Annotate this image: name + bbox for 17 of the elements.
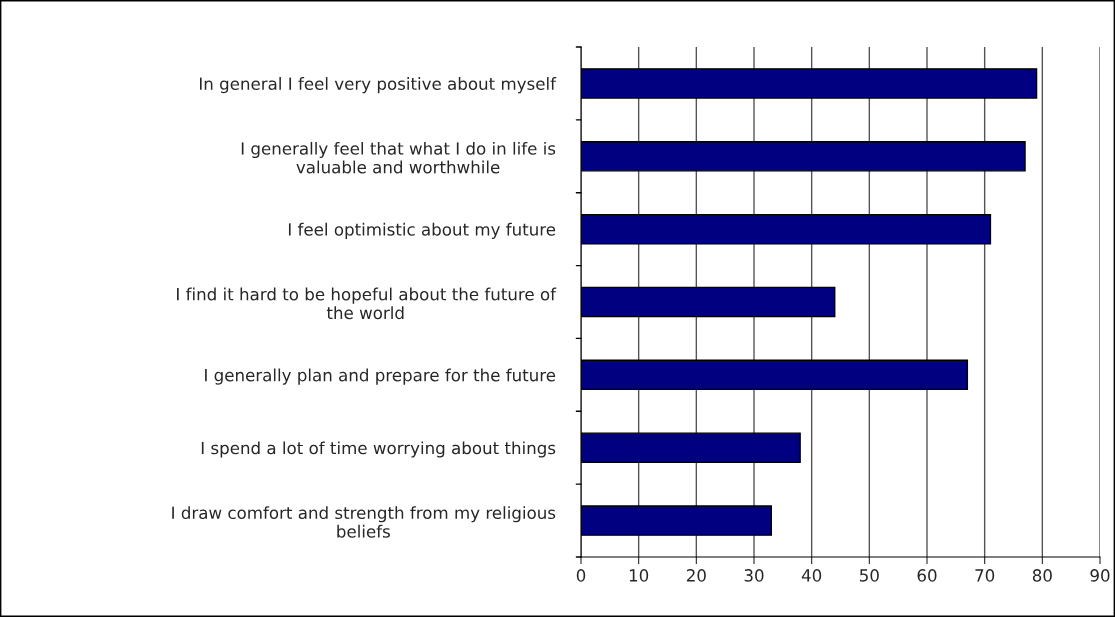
y-tick-label: I spend a lot of time worrying about things — [201, 441, 556, 458]
x-tick-label: 80 — [1032, 569, 1052, 582]
y-tick-label: I feel optimistic about my future — [288, 222, 556, 239]
y-tick-label: I generally plan and prepare for the future — [205, 368, 556, 385]
x-tick-label: 70 — [975, 569, 995, 582]
x-tick-label: 10 — [629, 569, 649, 582]
x-tick-label: 90 — [1090, 569, 1110, 582]
x-tick-label: 20 — [686, 569, 706, 582]
y-tick-label: I find it hard to be hopeful about the future of the world — [177, 287, 557, 320]
x-tick-label: 0 — [576, 569, 586, 582]
x-tick-label: 30 — [744, 569, 764, 582]
x-tick-label: 50 — [860, 569, 879, 582]
y-tick-label: I generally feel that what I do in life is valuable and worthwhile — [241, 141, 556, 174]
y-tick-label: I draw comfort and strength from my religious beliefs — [172, 506, 556, 538]
x-tick-label: 40 — [801, 569, 822, 582]
y-tick-label: In general I feel very positive about myself — [199, 77, 557, 94]
x-tick-label: 60 — [917, 569, 937, 582]
